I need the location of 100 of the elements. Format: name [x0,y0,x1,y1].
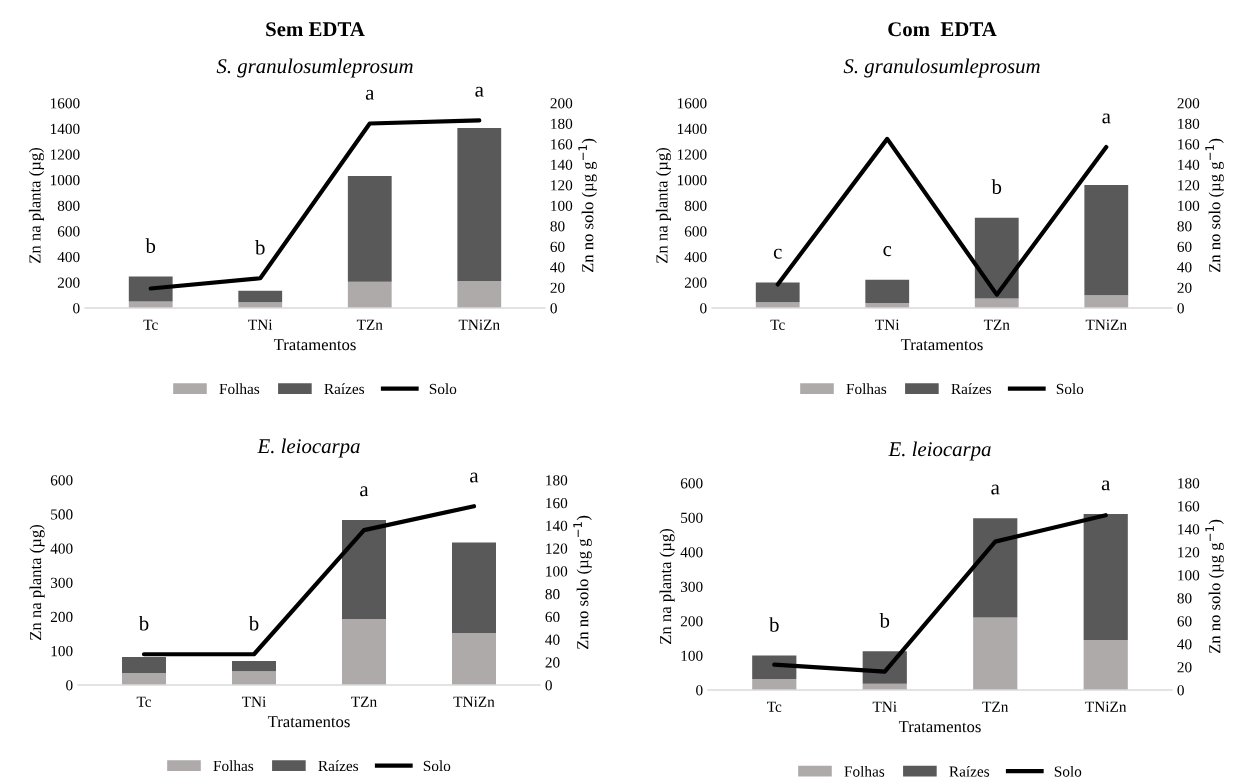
x-tick-label: TZn [351,696,377,707]
y-tick-label: 400 [57,251,80,263]
y2-tick-label: 160 [546,497,568,509]
x-tick-label: TNiZn [1085,701,1127,712]
y2-tick-label: 20 [1177,282,1192,293]
chart-subtitle: S. granulosumleprosum [216,58,413,78]
annotation: c [883,246,892,257]
annotation: c [773,248,782,259]
x-axis-title: Tratamentos [898,721,981,733]
annotation: b [248,615,259,631]
legend-label: Solo [1054,765,1082,777]
y-tick-label: 1400 [677,123,707,135]
y2-tick-label: 100 [1178,200,1200,211]
bar [865,279,910,303]
annotation: b [991,179,1002,194]
y-tick-label: 400 [684,251,707,263]
x-axis-title: Tratamentos [900,339,983,351]
x-tick-label: TNi [875,319,900,330]
y2-tick-label: 160 [551,139,573,150]
x-tick-label: TNiZn [453,696,495,707]
y2-tick-label: 140 [551,159,573,170]
annotation: a [360,486,369,497]
y-tick-label: 1200 [677,149,707,160]
bar [1084,295,1129,308]
y-tick-label: 400 [680,547,703,558]
chart-title: Sem EDTA [266,22,365,37]
bar [974,217,1019,299]
x-tick-label: TNi [872,701,897,712]
x-tick-label: Tc [770,319,785,330]
annotation: b [138,615,149,631]
y-tick-label: 200 [57,277,80,288]
y2-tick-label: 200 [1177,98,1200,109]
legend-label: Solo [429,383,457,395]
x-tick-label: TZn [982,701,1009,712]
legend-label: Raízes [949,765,990,777]
y-tick-label: 200 [684,277,707,288]
bar [122,656,166,674]
legend-label: Raízes [324,383,365,395]
y2-tick-label: 80 [545,589,560,600]
bar [755,282,800,303]
bar [347,176,392,282]
bar [128,276,173,302]
bar [457,281,502,308]
y2-tick-label: 20 [550,282,565,293]
y-tick-label: 0 [73,303,80,314]
annotation: b [879,613,890,628]
bar [1083,514,1128,640]
y-axis-title: Zn na planta (µg) [29,524,45,640]
y2-tick-label: 180 [1178,478,1200,489]
y2-tick-label: 40 [1177,262,1192,273]
y2-axis-title: Zn no solo (µg g$^{−1}$) [578,138,597,273]
y2-tick-label: 40 [550,262,565,273]
y-tick-label: 0 [696,685,703,696]
y2-tick-label: 0 [545,680,552,691]
y2-tick-label: 100 [551,200,573,211]
y-tick-label: 100 [681,650,703,661]
text: a [365,89,375,100]
x-tick-label: TZn [356,319,383,330]
y-tick-label: 600 [680,478,703,489]
y-tick-label: 600 [57,226,80,237]
y-tick-label: 1000 [677,175,707,186]
bar [973,617,1018,690]
y2-tick-label: 60 [550,241,565,252]
x-tick-label: TZn [983,319,1010,330]
legend-label: Folhas [844,765,885,777]
y-tick-label: 300 [50,577,73,588]
annotation: b [769,617,779,632]
text: a [475,86,484,97]
line-series [775,136,1109,297]
y2-tick-label: 60 [1177,616,1192,627]
bar [752,655,797,679]
x-tick-label: Tc [767,701,782,712]
annotation: b [145,238,156,253]
y-tick-label: 800 [57,200,80,211]
y2-tick-label: 40 [1177,639,1192,650]
annotation: a [1101,480,1111,491]
y-tick-label: 400 [50,543,73,554]
bar [122,673,166,685]
x-tick-label: TNiZn [458,319,500,330]
y2-tick-label: 160 [1178,501,1200,512]
bar [342,519,386,620]
chart-subtitle: S. granulosumleprosum [843,58,1040,78]
chart-title: E. leiocarpa [888,441,991,461]
x-tick-label: TNi [248,319,273,330]
x-tick-label: TNiZn [1085,319,1127,330]
annotation: a [470,472,479,483]
annotation: b [255,239,265,255]
y2-tick-label: 180 [1178,118,1200,129]
legend-label: Solo [1056,383,1084,395]
y2-tick-label: 120 [551,180,573,191]
y2-tick-label: 140 [1178,159,1200,170]
legend-label: Raízes [951,383,992,395]
bar [752,678,797,690]
y-tick-label: 200 [50,611,73,623]
legend-label: Folhas [213,760,254,772]
legend-label: Folhas [219,383,260,395]
y-tick-label: 1400 [50,123,80,135]
annotation: a [1102,113,1111,124]
bar [347,281,392,308]
y-tick-label: 600 [50,475,73,486]
